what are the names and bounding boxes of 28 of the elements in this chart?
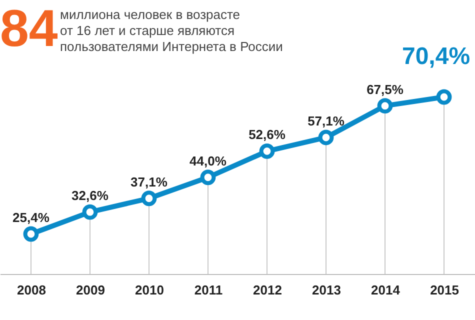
data-label: 52,6% <box>248 127 286 142</box>
data-label: 37,1% <box>130 174 168 190</box>
point <box>23 226 39 242</box>
chart-title: 84 <box>0 0 58 58</box>
text: от 16 лет и старше являются <box>60 23 235 38</box>
x-tick-label: 2013 <box>312 282 341 298</box>
x-tick-label: 2014 <box>371 282 401 298</box>
x-tick-label: 2010 <box>135 282 164 298</box>
x-tick-label: 2015 <box>430 282 459 298</box>
x-tick-label: 2008 <box>17 282 46 298</box>
x-tick-label: 2009 <box>76 282 105 298</box>
point <box>436 89 452 105</box>
data-label: 44,0% <box>190 153 227 168</box>
text: пользователями Интернета в России <box>60 39 283 54</box>
point <box>141 190 157 206</box>
data-label: 32,6% <box>72 188 109 204</box>
point <box>82 204 98 220</box>
data-label: 25,4% <box>12 210 50 225</box>
point <box>318 130 334 146</box>
data-label: 57,1% <box>308 113 345 128</box>
point <box>377 98 393 114</box>
x-tick-label: 2011 <box>194 282 223 298</box>
point <box>200 170 216 186</box>
text: миллиона человек в возрасте <box>60 7 240 22</box>
x-tick-label: 2012 <box>253 282 282 298</box>
data-label: 70,4% <box>402 43 470 70</box>
point <box>259 144 275 159</box>
data-label: 67,5% <box>366 82 404 97</box>
